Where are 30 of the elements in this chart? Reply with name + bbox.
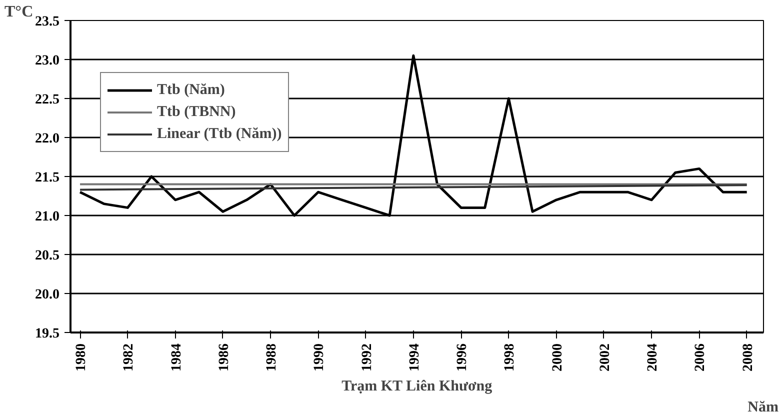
x-tick-label: 2006 bbox=[693, 344, 708, 372]
y-tick-label: 23.0 bbox=[35, 54, 60, 68]
y-tick-label: 19.5 bbox=[35, 326, 60, 342]
x-tick-label: 2002 bbox=[598, 344, 613, 372]
y-tick-label: 21.0 bbox=[35, 210, 60, 224]
x-tick-label: 1990 bbox=[312, 344, 328, 372]
y-tick-label: 22.0 bbox=[35, 132, 60, 146]
x-tick-label: 1996 bbox=[455, 344, 470, 372]
x-tick-label: 2000 bbox=[550, 344, 566, 372]
legend-label: Ttb (Năm) bbox=[157, 80, 225, 100]
text: Trạm KT Liên Khương bbox=[342, 378, 493, 394]
legend-label: Linear (Ttb (Năm)) bbox=[157, 124, 282, 144]
x-tick-label: 1984 bbox=[169, 344, 184, 372]
x-tick-label: 1994 bbox=[407, 344, 422, 372]
x-tick-label: 1982 bbox=[122, 344, 137, 372]
y-axis-title: T°C bbox=[4, 4, 34, 20]
legend-label: Ttb (TBNN) bbox=[157, 102, 236, 122]
y-tick-label: 22.5 bbox=[35, 92, 60, 108]
x-axis-title: Năm bbox=[748, 400, 780, 416]
x-tick-label: 2008 bbox=[740, 344, 756, 372]
x-tick-label: 1980 bbox=[74, 344, 90, 372]
x-tick-label: 2004 bbox=[646, 344, 661, 372]
x-tick-label: 1992 bbox=[360, 344, 375, 372]
y-tick-label: 20.0 bbox=[35, 288, 60, 302]
y-tick-label: 23.5 bbox=[35, 14, 60, 30]
x-tick-label: 1986 bbox=[216, 344, 232, 372]
x-tick-label: 1988 bbox=[264, 344, 280, 372]
x-tick-label: 1998 bbox=[502, 344, 518, 372]
y-tick-label: 21.5 bbox=[35, 170, 60, 186]
y-tick-label: 20.5 bbox=[35, 248, 60, 264]
